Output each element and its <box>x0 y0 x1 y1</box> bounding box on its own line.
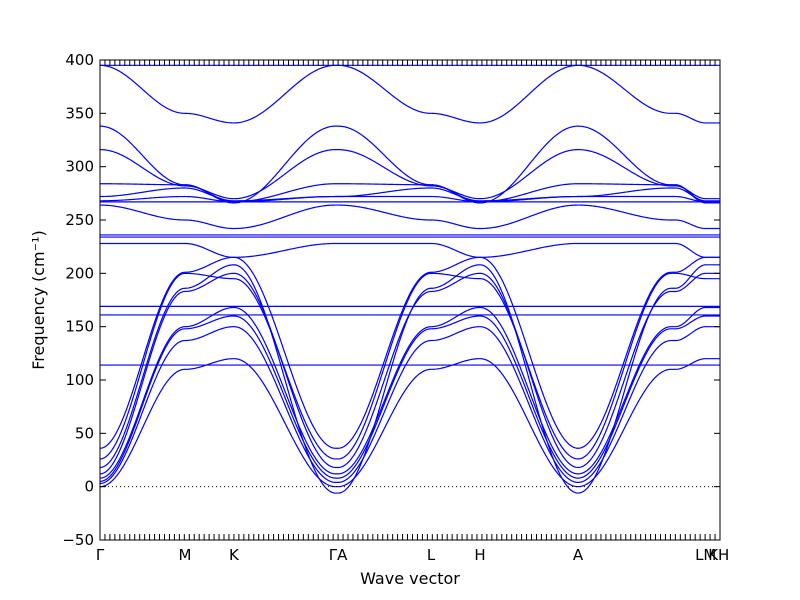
y-tick-label: 100 <box>65 371 94 389</box>
x-tick-label: A <box>573 546 584 564</box>
band-line-16 <box>99 64 721 124</box>
x-tick-label: Γ <box>96 546 105 564</box>
band-line-10 <box>99 204 721 230</box>
band-line-5 <box>99 272 721 475</box>
x-tick-label: K <box>229 546 240 564</box>
x-tick-label: ΓA <box>329 546 348 564</box>
y-ticks: −50 0 50 100 150 200 250 300 350 400 <box>62 51 720 549</box>
y-tick-label: 150 <box>65 318 94 336</box>
y-tick-label: −50 <box>62 531 94 549</box>
y-tick-label: 300 <box>65 158 94 176</box>
plot-lines <box>99 64 721 494</box>
y-tick-label: 0 <box>84 478 94 496</box>
band-line-4 <box>99 306 721 479</box>
y-tick-label: 400 <box>65 51 94 69</box>
y-tick-label: 250 <box>65 211 94 229</box>
band-line-3 <box>99 315 721 482</box>
x-tick-label: H <box>474 546 485 564</box>
y-tick-label: 50 <box>75 424 94 442</box>
band-line-15 <box>99 125 721 204</box>
x-tick-label: KH <box>708 546 729 564</box>
band-line-9 <box>99 242 721 258</box>
band-line-6 <box>99 264 721 494</box>
band-line-8 <box>99 256 721 449</box>
y-tick-label: 200 <box>65 264 94 282</box>
y-axis-label: Frequency (cm⁻¹) <box>29 230 48 369</box>
x-axis-label: Wave vector <box>360 569 460 588</box>
x-tick-label: LM <box>695 546 716 564</box>
plot-frame <box>99 59 721 541</box>
band-line-12 <box>99 187 721 202</box>
x-tick-label: L <box>427 546 436 564</box>
band-line-11 <box>99 195 721 203</box>
band-line-1 <box>99 358 721 488</box>
y-tick-label: 350 <box>65 104 94 122</box>
x-tick-label: M <box>178 546 191 564</box>
band-line-7 <box>99 272 721 460</box>
band-line-2 <box>99 326 721 485</box>
